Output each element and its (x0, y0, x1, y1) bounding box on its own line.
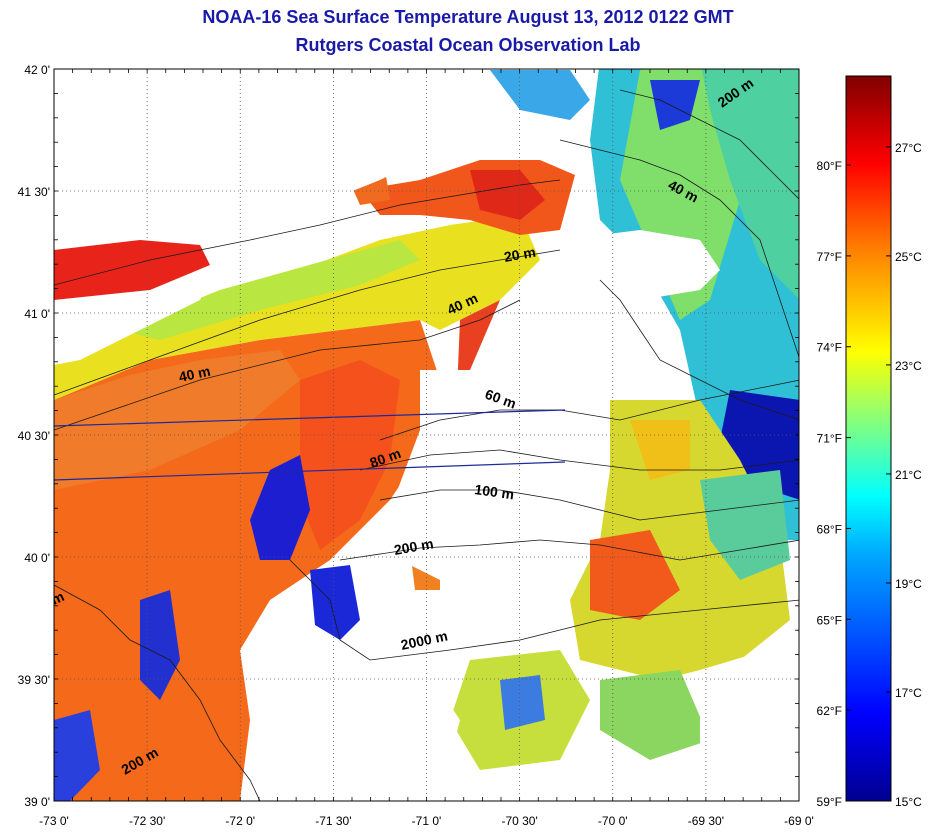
fahrenheit-tick-label: 68°F (817, 522, 842, 536)
map-title: NOAA-16 Sea Surface Temperature August 1… (202, 7, 734, 27)
fahrenheit-tick-label: 80°F (817, 159, 842, 173)
colorbar-gradient (845, 75, 892, 802)
lon-tick-label: -73 0' (39, 814, 69, 828)
isobath-label: 20 m (503, 244, 537, 265)
fahrenheit-tick-label: 77°F (817, 250, 842, 264)
celsius-tick-labels: 15°C 17°C 19°C 21°C 23°C 25°C 27°C (886, 141, 922, 809)
lon-tick-label: -72 0' (225, 814, 255, 828)
fahrenheit-tick-label: 59°F (817, 795, 842, 809)
isobath-label: 40 m (177, 363, 212, 385)
isobath-label: 200 m (393, 535, 435, 558)
sst-field (54, 69, 799, 801)
celsius-tick-label: 25°C (895, 250, 922, 264)
lat-tick-label: 42 0' (24, 63, 50, 77)
celsius-tick-label: 19°C (895, 577, 922, 591)
lat-tick-label: 41 0' (24, 307, 50, 321)
axis-ticks (53, 68, 800, 802)
lat-tick-label: 39 0' (24, 795, 50, 809)
latitude-tick-labels: 42 0' 41 30' 41 0' 40 30' 40 0' 39 30' 39 0' (18, 63, 50, 809)
lon-tick-label: -70 30' (501, 814, 537, 828)
celsius-tick-label: 23°C (895, 359, 922, 373)
colorbar: 15°C 17°C 19°C 21°C 23°C 25°C 27°C 59°F 62°F 65°… (817, 75, 922, 809)
map-panel: 20 m 40 m 40 m 40 m 60 m 80 m 100 m 200 … (54, 69, 799, 801)
fahrenheit-tick-label: 71°F (817, 432, 842, 446)
fahrenheit-tick-labels: 59°F 62°F 65°F 68°F 71°F 74°F 77°F 80°F (817, 159, 851, 809)
lon-tick-label: -71 30' (315, 814, 351, 828)
fahrenheit-tick-label: 74°F (817, 341, 842, 355)
lon-tick-label: -69 0' (784, 814, 814, 828)
fahrenheit-tick-label: 62°F (817, 704, 842, 718)
longitude-tick-labels: -73 0' -72 30' -72 0' -71 30' -71 0' -70 30' -… (39, 814, 814, 828)
land-masses (54, 69, 799, 801)
lat-tick-label: 40 30' (18, 429, 50, 443)
fahrenheit-tick-label: 65°F (817, 613, 842, 627)
map-grid (54, 69, 799, 801)
lon-tick-label: -70 0' (598, 814, 628, 828)
lon-tick-label: -69 30' (688, 814, 724, 828)
isobath-label: 100 m (474, 481, 516, 502)
map-subtitle: Rutgers Coastal Ocean Observation Lab (295, 35, 641, 55)
celsius-tick-label: 15°C (895, 795, 922, 809)
lon-tick-label: -72 30' (129, 814, 165, 828)
transect-lines (54, 409, 566, 481)
lat-tick-label: 41 30' (18, 185, 50, 199)
celsius-tick-label: 21°C (895, 468, 922, 482)
celsius-tick-label: 17°C (895, 686, 922, 700)
lon-tick-label: -71 0' (412, 814, 442, 828)
celsius-tick-label: 27°C (895, 141, 922, 155)
lat-tick-label: 39 30' (18, 673, 50, 687)
lat-tick-label: 40 0' (24, 551, 50, 565)
